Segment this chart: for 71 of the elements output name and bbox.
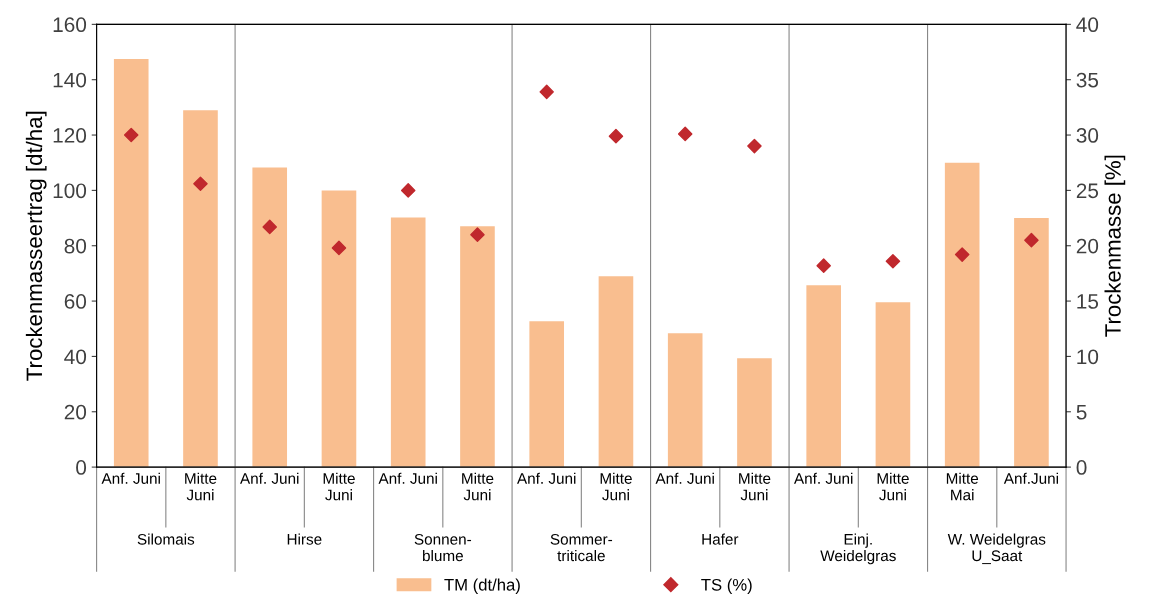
text: W. Weidelgras U_Saat — [947, 533, 1046, 565]
x-tick-label: Mitte Juni — [877, 472, 909, 501]
y2-tick-label: 10 — [1077, 349, 1099, 365]
y-tick-label: 100 — [53, 183, 87, 199]
point — [747, 138, 762, 154]
point — [262, 219, 277, 235]
y2-tick-label: 30 — [1076, 128, 1099, 143]
x-tick-label: Anf. Juni — [378, 472, 437, 484]
x-tick-label: Mitte Juni — [462, 472, 494, 501]
x-tick-label: Anf. Juni — [794, 472, 853, 484]
x-tick-label: Anf. Juni — [101, 472, 160, 484]
y2-tick-label: 15 — [1077, 294, 1099, 309]
text: Hafer — [702, 533, 739, 545]
bar — [460, 226, 495, 468]
y-tick-label: 80 — [64, 238, 87, 254]
point — [331, 240, 347, 256]
y2-tick-label: 5 — [1076, 404, 1087, 420]
bar — [529, 321, 565, 468]
bar — [737, 358, 772, 468]
bar — [252, 167, 288, 468]
point — [400, 183, 416, 198]
y2-tick-label: 0 — [1076, 460, 1087, 475]
point — [677, 126, 693, 142]
text: Einj. Weidelgras — [820, 533, 896, 565]
text: Sommer- triticale — [550, 533, 613, 562]
bar — [598, 276, 634, 468]
y2-tick-label: 25 — [1076, 183, 1099, 199]
x-tick-label: Anf. Juni — [655, 472, 714, 484]
point — [539, 84, 554, 100]
point — [816, 258, 831, 273]
point — [885, 253, 901, 269]
y-tick-label: 160 — [53, 17, 87, 33]
x-tick-label: Mitte Juni — [185, 472, 217, 501]
text: Silomais — [137, 533, 195, 545]
bar — [875, 302, 911, 468]
x-tick-label: Mitte Juni — [739, 472, 771, 501]
point — [123, 127, 139, 143]
bar — [113, 58, 149, 468]
y-tick-label: 60 — [64, 294, 87, 309]
x-tick-label: Anf.Juni — [1003, 472, 1058, 484]
bar — [667, 333, 703, 468]
x-tick-label: Mitte Juni — [600, 472, 632, 501]
y-tick-label: 120 — [53, 128, 87, 143]
text: Hirse — [287, 533, 322, 545]
point — [954, 247, 970, 262]
point — [608, 128, 624, 144]
bar — [944, 162, 980, 468]
x-tick-label: Mitte Juni — [323, 472, 355, 501]
legend-label: TS (%) — [701, 578, 752, 594]
bar — [806, 285, 841, 468]
y2-tick-label: 20 — [1076, 238, 1099, 254]
x-tick-label: Anf. Juni — [240, 472, 299, 484]
bar — [390, 217, 426, 468]
point — [193, 176, 208, 192]
point — [1024, 232, 1039, 248]
y-tick-label: 40 — [64, 349, 87, 365]
y2-tick-label: 40 — [1076, 17, 1099, 33]
y-tick-label: 140 — [53, 72, 87, 88]
point — [470, 227, 485, 242]
y2-tick-label: 35 — [1076, 72, 1099, 88]
text: Sonnen- blume — [414, 533, 472, 562]
legend-label: TM (dt/ha) — [444, 578, 520, 594]
bar — [1014, 218, 1049, 468]
y-axis-title: Trockenmasseertrag [dt/ha] — [25, 111, 47, 381]
bar — [321, 190, 357, 468]
y2-axis-title: Trockenmasse [%] — [1104, 155, 1126, 337]
x-tick-label: Anf. Juni — [517, 472, 576, 484]
y-tick-label: 0 — [76, 460, 87, 475]
bar — [183, 110, 218, 468]
x-tick-label: Mitte Mai — [946, 472, 979, 501]
y-tick-label: 20 — [64, 404, 87, 420]
